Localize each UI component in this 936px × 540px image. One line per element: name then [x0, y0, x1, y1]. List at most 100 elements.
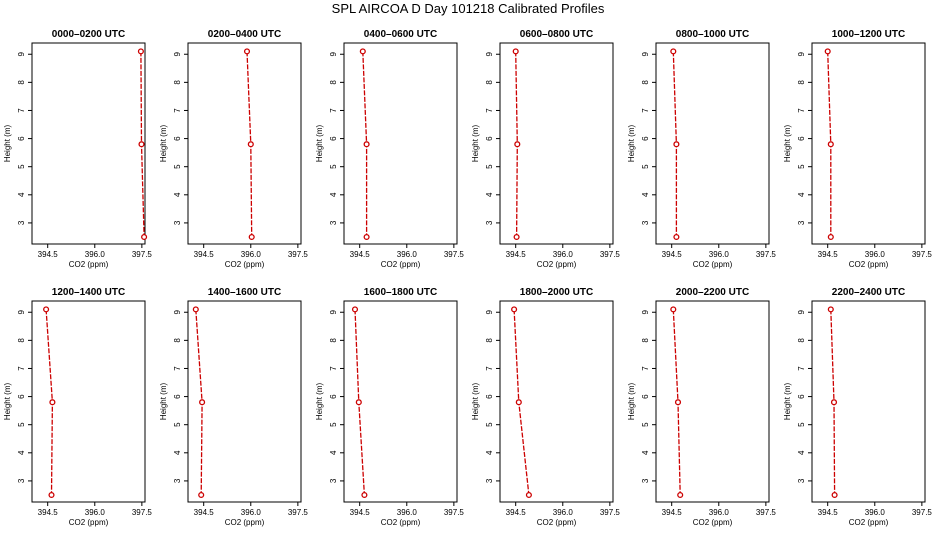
- y-tick-label: 6: [797, 394, 806, 399]
- x-tick-label: 397.5: [132, 250, 153, 259]
- y-tick-label: 8: [641, 80, 650, 85]
- y-tick-label: 9: [329, 309, 338, 314]
- y-tick-label: 6: [485, 136, 494, 141]
- x-tick-label: 396.0: [241, 250, 262, 259]
- y-tick-label: 7: [173, 366, 182, 371]
- y-tick-label: 8: [485, 80, 494, 85]
- y-tick-label: 8: [797, 80, 806, 85]
- x-tick-label: 396.0: [709, 508, 730, 517]
- y-tick-label: 6: [17, 136, 26, 141]
- x-tick-label: 394.5: [194, 508, 215, 517]
- y-tick-label: 4: [329, 192, 338, 197]
- plot-frame: [811, 300, 926, 503]
- y-tick-label: 4: [173, 450, 182, 455]
- x-axis-label: CO2 (ppm): [693, 518, 733, 527]
- profile-point: [824, 48, 831, 55]
- profile-point: [827, 141, 834, 148]
- x-axis-label: CO2 (ppm): [693, 260, 733, 269]
- profile-point: [351, 306, 359, 313]
- page-title: SPL AIRCOA D Day 101218 Calibrated Profi…: [331, 1, 605, 16]
- y-tick-label: 5: [485, 422, 494, 427]
- profile-point: [677, 491, 684, 499]
- y-tick-label: 3: [173, 478, 182, 483]
- x-tick-label: 397.5: [444, 250, 465, 259]
- y-axis-label: Height (m): [627, 124, 636, 162]
- x-tick-label: 396.0: [709, 250, 730, 259]
- profile-point: [49, 399, 56, 406]
- y-axis-label: Height (m): [783, 124, 792, 162]
- y-tick-label: 9: [17, 51, 26, 56]
- y-tick-label: 7: [485, 108, 494, 113]
- x-tick-label: 396.0: [553, 250, 574, 259]
- y-tick-label: 6: [797, 136, 806, 141]
- x-tick-label: 396.0: [85, 250, 106, 259]
- x-tick-label: 396.0: [241, 508, 262, 517]
- profile-point: [359, 48, 366, 55]
- y-tick-label: 9: [329, 51, 338, 56]
- y-tick-label: 7: [797, 366, 806, 371]
- y-tick-label: 4: [641, 192, 650, 197]
- y-tick-label: 7: [17, 108, 26, 113]
- y-tick-label: 7: [17, 366, 26, 371]
- x-tick-label: 396.0: [865, 508, 886, 517]
- x-tick-label: 394.5: [662, 508, 683, 517]
- y-tick-label: 9: [797, 51, 806, 56]
- y-tick-label: 3: [797, 220, 806, 225]
- x-axis-label: CO2 (ppm): [225, 260, 265, 269]
- y-tick-label: 6: [329, 394, 338, 399]
- x-tick-label: 396.0: [397, 508, 418, 517]
- profile-point: [192, 306, 199, 313]
- panel-title: 1600–1800 UTC: [364, 287, 437, 298]
- profile-point: [674, 399, 682, 406]
- profile-point: [198, 491, 205, 499]
- y-tick-label: 9: [173, 309, 182, 314]
- x-axis-label: CO2 (ppm): [381, 518, 421, 527]
- x-axis-label: CO2 (ppm): [849, 518, 889, 527]
- panel-title: 1400–1600 UTC: [208, 287, 281, 298]
- y-axis-label: Height (m): [159, 124, 168, 162]
- y-tick-label: 6: [485, 394, 494, 399]
- y-tick-label: 3: [485, 478, 494, 483]
- x-tick-label: 397.5: [756, 508, 777, 517]
- x-tick-label: 394.5: [38, 508, 59, 517]
- profile-point: [514, 141, 521, 148]
- y-axis-label: Height (m): [471, 382, 480, 420]
- panel-title: 0800–1000 UTC: [676, 29, 749, 40]
- x-axis-label: CO2 (ppm): [381, 260, 421, 269]
- y-tick-label: 9: [17, 309, 26, 314]
- x-tick-label: 397.5: [600, 508, 621, 517]
- x-axis-label: CO2 (ppm): [849, 260, 889, 269]
- profile-point: [512, 48, 519, 55]
- y-tick-label: 9: [797, 309, 806, 314]
- y-tick-label: 3: [329, 478, 338, 483]
- y-tick-label: 5: [485, 164, 494, 169]
- y-tick-label: 9: [485, 309, 494, 314]
- plot-frame: [499, 42, 614, 245]
- profile-point: [830, 399, 838, 406]
- y-tick-label: 5: [173, 422, 182, 427]
- panel-title: 1800–2000 UTC: [520, 287, 593, 298]
- profile-point: [43, 306, 50, 313]
- y-tick-label: 6: [173, 136, 182, 141]
- panel-title: 0600–0800 UTC: [520, 29, 593, 40]
- y-tick-label: 7: [329, 108, 338, 113]
- panel-title: 1000–1200 UTC: [832, 29, 905, 40]
- y-tick-label: 3: [485, 220, 494, 225]
- x-tick-label: 397.5: [912, 508, 933, 517]
- x-tick-label: 397.5: [288, 508, 309, 517]
- y-tick-label: 8: [17, 338, 26, 343]
- y-axis-label: Height (m): [627, 382, 636, 420]
- panel-title: 0400–0600 UTC: [364, 29, 437, 40]
- y-tick-label: 5: [641, 422, 650, 427]
- x-tick-label: 396.0: [85, 508, 106, 517]
- x-tick-label: 397.5: [912, 250, 933, 259]
- y-tick-label: 8: [173, 338, 182, 343]
- profile-point: [363, 233, 370, 241]
- y-tick-label: 7: [641, 108, 650, 113]
- y-tick-label: 6: [17, 394, 26, 399]
- y-tick-label: 8: [485, 338, 494, 343]
- y-tick-label: 4: [17, 450, 26, 455]
- y-tick-label: 5: [17, 422, 26, 427]
- plot-frame: [655, 42, 770, 245]
- profile-point: [199, 399, 206, 406]
